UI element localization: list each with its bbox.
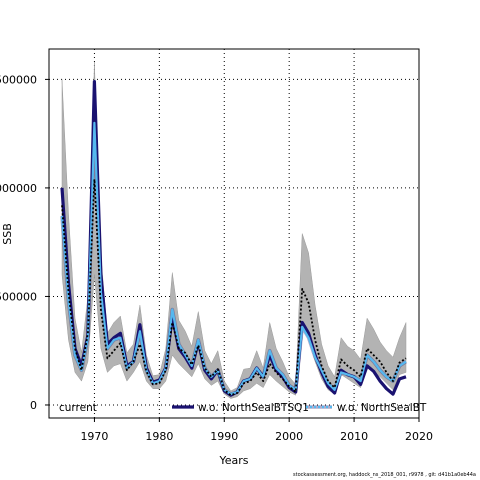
x-tick-label: 2020: [405, 430, 433, 443]
tick-layer: 1970 1980 1990 2000 2010 2020 0 500000 1000000 15…: [0, 73, 433, 443]
plot-frame: [48, 48, 420, 419]
current-confidence-band: [61, 61, 407, 399]
legend-label-wo-northsealbtsq1: w.o. NorthSealBTSQ1: [198, 402, 309, 414]
x-tick-label: 1970: [80, 430, 108, 443]
y-tick-label: 500000: [0, 290, 37, 303]
x-axis-title: Years: [218, 454, 248, 467]
x-tick-label: 1980: [145, 430, 173, 443]
series-layer: [60, 80, 407, 397]
y-tick-label: 1500000: [0, 73, 37, 86]
x-tick-label: 2000: [275, 430, 303, 443]
y-tick-label: 0: [30, 399, 37, 412]
series-line-current: [61, 178, 407, 397]
legend-label-current: current: [59, 402, 97, 414]
legend-label-wo-northsealbt: w.o. NorthSealBT: [337, 402, 427, 414]
y-tick-label: 1000000: [0, 182, 37, 195]
source-footnote: stockassessment.org, haddock_ns_2018_001…: [293, 472, 476, 478]
x-tick-label: 1990: [210, 430, 238, 443]
series-line-wo-northsealbt: [60, 121, 407, 396]
legend: current w.o. NorthSealBTSQ1 w.o. NorthSeal…: [59, 402, 427, 414]
x-tick-label: 2010: [340, 430, 368, 443]
confidence-band-layer: [61, 61, 407, 399]
y-axis-title: SSB: [1, 223, 14, 245]
